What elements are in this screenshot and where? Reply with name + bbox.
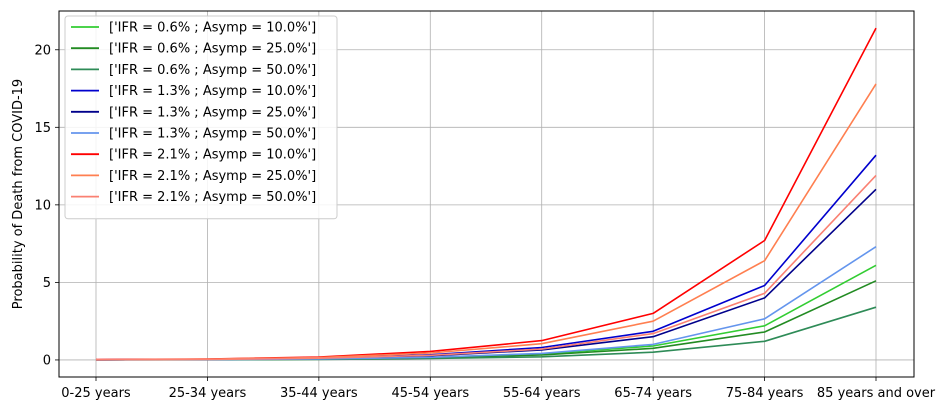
legend-label: ['IFR = 2.1% ; Asymp = 25.0%'] xyxy=(109,169,316,184)
x-tick-label: 85 years and over xyxy=(817,386,936,401)
y-tick-label: 5 xyxy=(43,276,51,291)
y-axis: 0 5 10 15 20 xyxy=(34,43,59,368)
plot-frame xyxy=(58,10,915,378)
legend-label: ['IFR = 2.1% ; Asymp = 10.0%'] xyxy=(109,148,316,163)
series-line xyxy=(95,174,877,361)
legend-box xyxy=(64,15,338,220)
x-tick-label: 45-54 years xyxy=(391,386,469,401)
y-tick-label: 20 xyxy=(34,43,51,58)
legend-label: ['IFR = 1.3% ; Asymp = 25.0%'] xyxy=(109,105,316,120)
x-tick-label: 25-34 years xyxy=(169,386,247,401)
series-lines xyxy=(95,27,877,361)
legend-label: ['IFR = 0.6% ; Asymp = 50.0%'] xyxy=(109,63,316,78)
x-tick-label: 55-64 years xyxy=(503,386,581,401)
x-tick-label: 65-74 years xyxy=(614,386,692,401)
legend-label: ['IFR = 0.6% ; Asymp = 25.0%'] xyxy=(109,42,316,57)
x-tick-label: 75-84 years xyxy=(726,386,804,401)
x-tick-label: 35-44 years xyxy=(280,386,358,401)
legend-label: ['IFR = 1.3% ; Asymp = 50.0%'] xyxy=(109,127,316,142)
y-axis-label: Probability of Death from COVID-19 xyxy=(11,79,26,309)
x-tick-label: 0-25 years xyxy=(61,386,131,401)
legend-label: ['IFR = 2.1% ; Asymp = 50.0%'] xyxy=(109,190,316,205)
legend-label: ['IFR = 0.6% ; Asymp = 10.0%'] xyxy=(109,21,316,36)
y-tick-label: 15 xyxy=(34,121,51,136)
y-tick-label: 10 xyxy=(34,198,51,213)
legend: ['IFR = 0.6% ; Asymp = 10.0%'] ['IFR = 0.… xyxy=(64,15,338,220)
legend-label: ['IFR = 1.3% ; Asymp = 10.0%'] xyxy=(109,84,316,99)
y-tick-label: 0 xyxy=(43,353,51,368)
x-axis: 0-25 years 25-34 years 35-44 years 45-54 ye… xyxy=(61,377,936,401)
